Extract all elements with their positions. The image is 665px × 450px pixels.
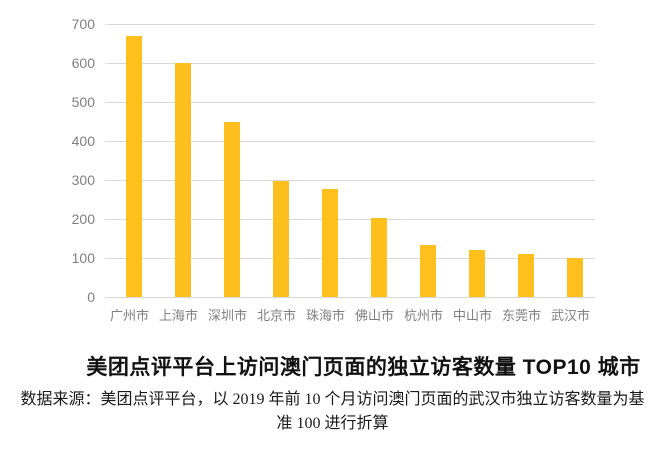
x-axis-label: 杭州市 (403, 308, 443, 323)
y-axis-tick-label: 700 (71, 16, 95, 32)
gridline (105, 102, 595, 103)
x-axis-label: 中山市 (452, 308, 492, 323)
gridline (105, 258, 595, 259)
source-note-line2: 准 100 进行折算 (276, 415, 389, 432)
y-axis-tick-label: 400 (71, 133, 95, 149)
x-axis-label: 北京市 (256, 308, 296, 323)
bar-中山市 (468, 250, 485, 297)
y-axis-tick-label: 100 (71, 250, 95, 266)
plot-area (105, 24, 595, 298)
bar-深圳市 (223, 122, 240, 297)
bar-东莞市 (517, 254, 534, 297)
y-axis-tick-label: 300 (71, 172, 95, 188)
y-axis-tick-label: 600 (71, 55, 95, 71)
bar-佛山市 (370, 217, 387, 297)
x-axis-label: 珠海市 (305, 308, 345, 323)
x-axis-label: 广州市 (109, 308, 149, 323)
x-axis-label: 东莞市 (501, 308, 541, 323)
source-note-line1: 数据来源：美团点评平台，以 2019 年前 10 个月访问澳门页面的武汉市独立访… (20, 391, 645, 408)
x-axis: 广州市 上海市 深圳市 北京市 珠海市 佛山市 杭州市 中山市 东莞市 武汉市 (105, 306, 595, 326)
bar-北京市 (272, 180, 289, 297)
chart-title: 美团点评平台上访问澳门页面的独立访客数量 TOP10 城市 (86, 356, 641, 379)
y-axis-tick-label: 200 (71, 211, 95, 227)
bar-广州市 (125, 35, 142, 297)
gridline (105, 219, 595, 220)
bar-上海市 (174, 63, 191, 297)
bar-武汉市 (566, 258, 583, 297)
gridline (105, 63, 595, 64)
bar-珠海市 (321, 188, 338, 297)
gridline (105, 180, 595, 181)
x-axis-label: 武汉市 (550, 308, 590, 323)
y-axis-tick-label: 500 (71, 94, 95, 110)
source-note: 数据来源：美团点评平台，以 2019 年前 10 个月访问澳门页面的武汉市独立访… (0, 388, 665, 436)
gridline (105, 297, 595, 298)
bar-杭州市 (419, 245, 436, 297)
x-axis-label: 佛山市 (354, 308, 394, 323)
gridline (105, 24, 595, 25)
x-axis-label: 深圳市 (207, 308, 247, 323)
x-axis-label: 上海市 (158, 308, 198, 323)
gridline (105, 141, 595, 142)
y-axis-tick-label: 0 (87, 289, 95, 305)
